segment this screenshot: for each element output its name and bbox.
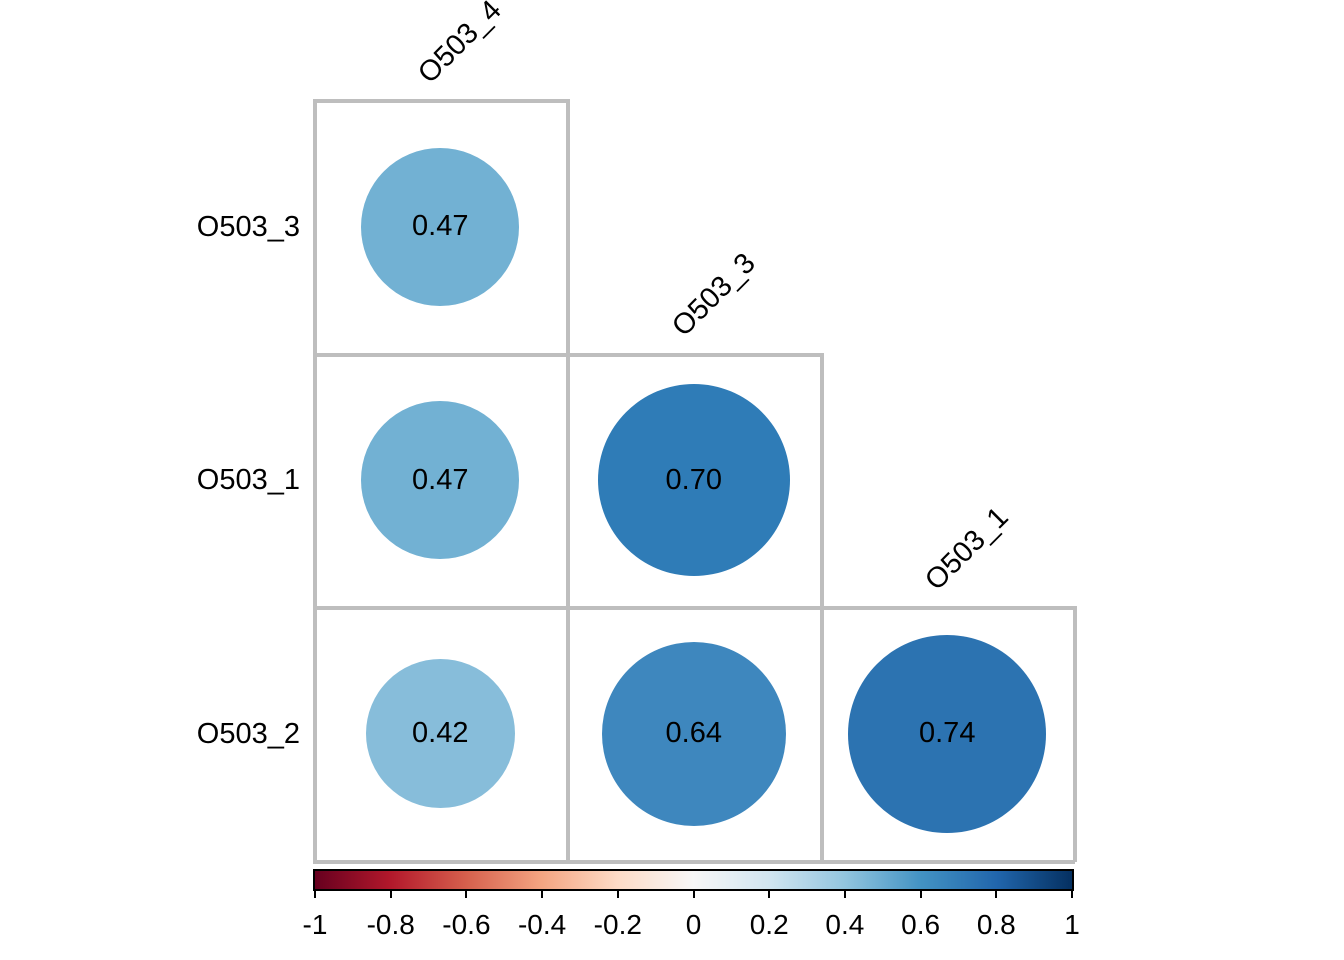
row-label-1: O503_1 <box>196 464 300 496</box>
correlation-circle-O503_2-O503_4: 0.42 <box>365 659 515 809</box>
colorbar-tick-label: 0.8 <box>976 909 1016 940</box>
correlation-value: 0.42 <box>412 717 469 750</box>
grid-line <box>1073 606 1077 862</box>
colorbar-gradient <box>313 869 1074 891</box>
colorbar-tick-label: 1 <box>1064 909 1080 940</box>
grid-line <box>566 99 570 862</box>
correlation-circle-O503_2-O503_3: 0.64 <box>601 641 786 826</box>
grid-line <box>312 99 317 862</box>
correlation-circle-O503_3-O503_4: 0.47 <box>361 147 520 306</box>
correlation-value: 0.74 <box>919 717 976 750</box>
grid-line <box>312 99 568 103</box>
correlation-circle-O503_1-O503_4: 0.47 <box>361 401 520 560</box>
colorbar-tick <box>843 891 846 898</box>
colorbar-tick <box>692 891 695 898</box>
correlation-value: 0.47 <box>412 210 469 243</box>
colorbar-tick-label: -0.4 <box>517 909 567 940</box>
colorbar-tick <box>919 891 922 898</box>
row-label-2: O503_2 <box>196 718 300 750</box>
column-header-label: O503_3 <box>666 247 762 343</box>
column-header-label: O503_4 <box>412 0 508 90</box>
row-label-0: O503_3 <box>196 211 300 243</box>
column-header-label: O503_1 <box>919 501 1015 597</box>
grid-line <box>312 606 1075 610</box>
colorbar-tick-label: 0.2 <box>749 909 789 940</box>
colorbar-tick-label: 0.4 <box>825 909 865 940</box>
colorbar-tick-label: 0.6 <box>901 909 941 940</box>
colorbar-tick-label: 0 <box>685 909 702 940</box>
colorbar-tick <box>616 891 619 898</box>
grid-line <box>312 352 822 357</box>
correlation-circle-O503_2-O503_1: 0.74 <box>848 634 1047 833</box>
colorbar-tick <box>1071 891 1073 898</box>
correlation-value: 0.47 <box>412 463 469 496</box>
colorbar-tick-label: -0.2 <box>593 909 642 940</box>
correlation-circle-O503_1-O503_3: 0.70 <box>597 384 790 577</box>
colorbar-tick-label: -0.8 <box>366 909 415 940</box>
grid-line <box>312 859 1075 864</box>
colorbar-tick <box>465 891 468 898</box>
colorbar-tick-label: -0.6 <box>442 909 491 940</box>
correlation-value: 0.64 <box>665 717 722 750</box>
colorbar-tick <box>541 891 544 898</box>
colorbar-tick <box>389 891 392 898</box>
colorbar-tick <box>995 891 998 898</box>
colorbar-tick <box>768 891 771 898</box>
colorbar-tick <box>314 891 316 898</box>
colorbar-tick-label: -1 <box>302 909 328 940</box>
correlation-value: 0.70 <box>665 463 722 496</box>
